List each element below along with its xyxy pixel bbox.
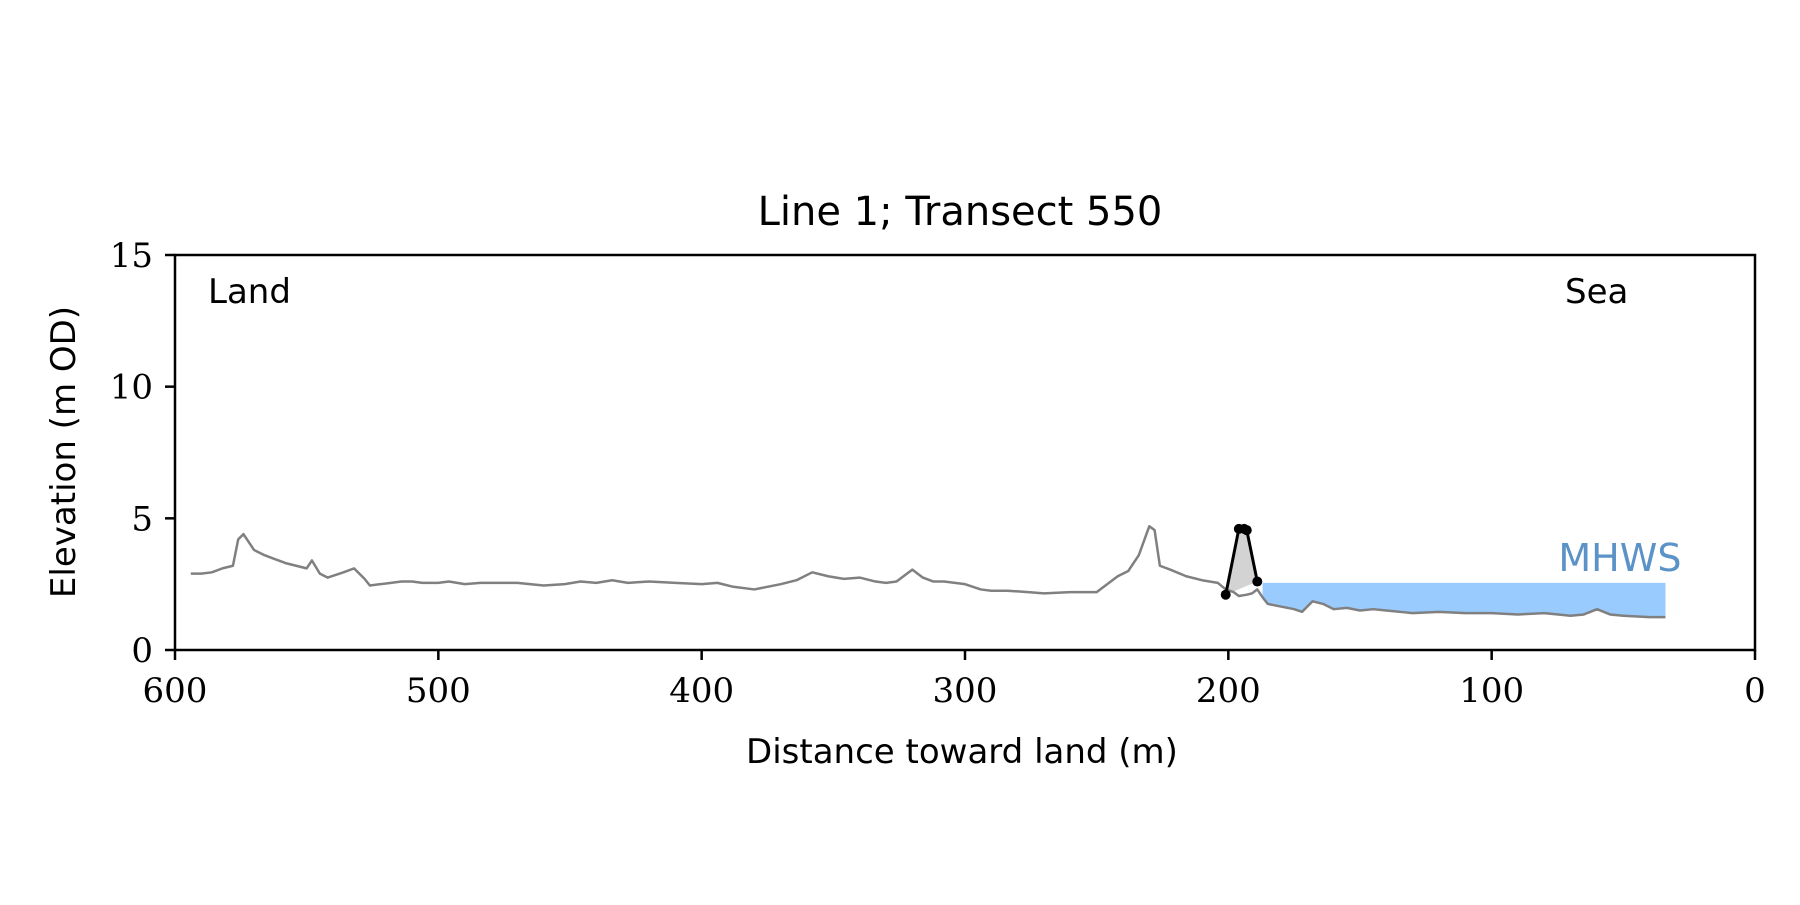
y-axis: 0 5 10 15: [110, 236, 175, 671]
plot-area: MHWS: [190, 523, 1681, 619]
ground-profile-line: [190, 524, 1666, 619]
sea-label: Sea: [1565, 272, 1628, 312]
y-axis-label: Elevation (m OD): [44, 306, 84, 598]
x-axis: 600 500 400 300 200 100 0: [143, 650, 1766, 711]
mhws-water-band: [1262, 582, 1666, 618]
y-tick-label: 0: [131, 631, 153, 671]
x-tick-label: 500: [406, 671, 471, 711]
x-tick-label: 0: [1744, 671, 1766, 711]
y-tick-label: 10: [110, 368, 153, 408]
x-tick-label: 300: [933, 671, 998, 711]
mhws-label: MHWS: [1558, 536, 1681, 580]
chart-title: Line 1; Transect 550: [758, 189, 1163, 235]
x-tick-label: 600: [143, 671, 208, 711]
dune-point-marker: [1241, 525, 1252, 536]
land-label: Land: [208, 272, 291, 312]
y-tick-label: 15: [110, 236, 153, 276]
x-axis-label: Distance toward land (m): [746, 732, 1178, 772]
x-tick-label: 400: [669, 671, 734, 711]
x-tick-label: 100: [1459, 671, 1524, 711]
y-tick-label: 5: [131, 499, 153, 539]
x-tick-label: 200: [1196, 671, 1261, 711]
dune-point-marker: [1220, 589, 1231, 600]
dune-point-marker: [1252, 576, 1263, 587]
